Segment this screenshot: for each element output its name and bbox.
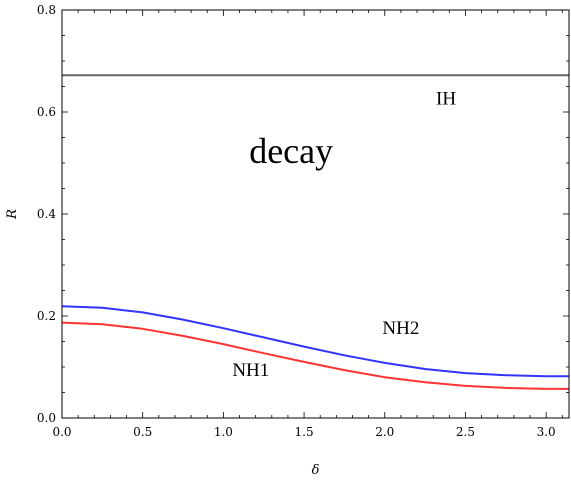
- plot-frame: [61, 9, 570, 419]
- x-tick-label: 1.5: [295, 425, 314, 439]
- x-axis-label: δ: [312, 463, 320, 478]
- y-tick-label: 0.2: [37, 309, 56, 323]
- axis-ticks: 0.0 0.5 1.0 1.5 2.0 2.5 3.0 0.0 0.2 0.4 0.6 0.8: [37, 3, 569, 439]
- x-tick-label: 2.0: [375, 425, 394, 439]
- series-lines: [61, 74, 569, 390]
- x-tick-label: 3.0: [537, 425, 556, 439]
- x-tick-label: 0.5: [133, 425, 152, 439]
- x-tick-label: 2.5: [456, 425, 475, 439]
- y-axis-label: R: [5, 209, 20, 220]
- annotation-nh2: NH2: [382, 318, 419, 339]
- y-tick-label: 0.4: [37, 207, 56, 221]
- series-line-nh2: [61, 305, 569, 378]
- series-line-nh1: [61, 321, 569, 390]
- y-tick-label: 0.6: [37, 105, 56, 119]
- x-tick-label: 0.0: [52, 425, 71, 439]
- y-tick-label: 0.0: [37, 411, 56, 425]
- annotation-ih: IH: [436, 88, 456, 109]
- annotation-decay: decay: [249, 131, 333, 171]
- annotation-nh1: NH1: [232, 360, 269, 381]
- y-tick-label: 0.8: [37, 3, 56, 17]
- x-tick-label: 1.0: [214, 425, 233, 439]
- annotations: IH decay NH2 NH1: [232, 88, 456, 381]
